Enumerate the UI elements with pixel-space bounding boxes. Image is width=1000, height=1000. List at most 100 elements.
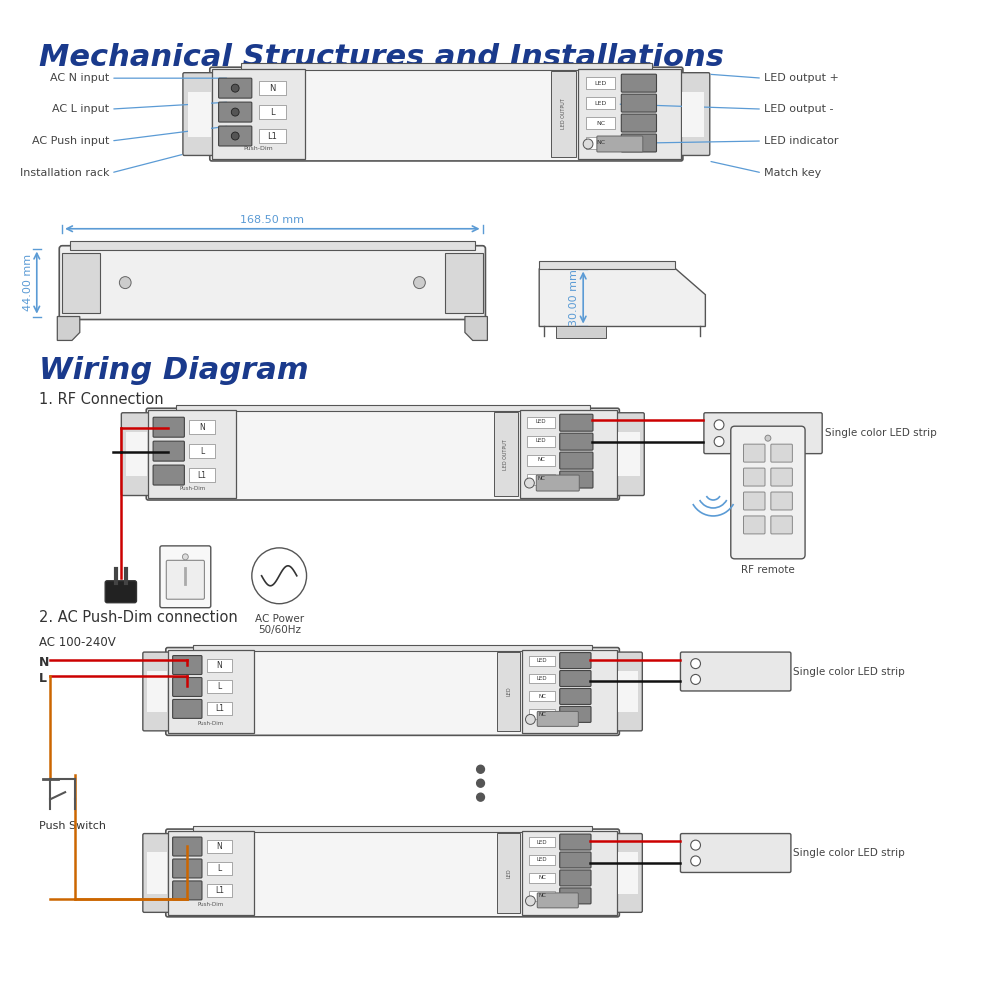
Bar	[207, 884, 232, 897]
FancyBboxPatch shape	[616, 834, 642, 912]
Bar	[586, 137, 615, 149]
Circle shape	[231, 132, 239, 140]
Bar	[529, 656, 555, 666]
Text: -: -	[729, 437, 733, 447]
Text: L: L	[217, 682, 222, 691]
Bar	[578, 69, 681, 159]
Bar	[189, 468, 215, 482]
FancyBboxPatch shape	[153, 465, 184, 485]
FancyBboxPatch shape	[560, 888, 591, 904]
FancyBboxPatch shape	[560, 706, 591, 722]
Polygon shape	[539, 269, 705, 326]
FancyBboxPatch shape	[771, 444, 792, 462]
Text: N: N	[217, 842, 222, 851]
Text: NC: NC	[537, 476, 545, 481]
Text: AC Push input: AC Push input	[32, 136, 109, 146]
Bar	[682, 92, 704, 137]
Bar	[189, 420, 215, 434]
Bar	[586, 77, 615, 89]
FancyBboxPatch shape	[560, 688, 591, 704]
FancyBboxPatch shape	[621, 94, 656, 112]
Circle shape	[583, 139, 593, 149]
Circle shape	[477, 765, 484, 773]
Text: L: L	[39, 672, 47, 685]
Bar	[494, 412, 518, 496]
Text: Single color LED strip: Single color LED strip	[793, 667, 905, 677]
Text: NC: NC	[537, 457, 545, 462]
Text: Installation rack: Installation rack	[20, 168, 109, 178]
Text: LED: LED	[506, 868, 511, 878]
Circle shape	[526, 896, 535, 906]
Bar	[586, 117, 615, 129]
Bar	[529, 837, 555, 847]
FancyBboxPatch shape	[560, 414, 593, 431]
Circle shape	[691, 840, 700, 850]
Bar	[522, 650, 617, 733]
Bar	[147, 852, 167, 894]
Bar	[527, 417, 555, 428]
Text: N: N	[269, 84, 276, 93]
Bar	[207, 659, 232, 672]
Text: NC: NC	[538, 694, 546, 699]
FancyBboxPatch shape	[105, 581, 136, 603]
Bar	[207, 862, 232, 875]
Bar	[522, 831, 617, 915]
Bar	[527, 436, 555, 447]
Text: Wiring Diagram: Wiring Diagram	[39, 356, 308, 385]
Bar	[497, 833, 520, 913]
Text: NC: NC	[538, 875, 546, 880]
Text: LED: LED	[537, 676, 547, 681]
Text: NC: NC	[538, 893, 546, 898]
Text: RF remote: RF remote	[741, 565, 795, 575]
FancyBboxPatch shape	[560, 834, 591, 850]
FancyBboxPatch shape	[183, 73, 213, 155]
FancyBboxPatch shape	[560, 671, 591, 686]
FancyBboxPatch shape	[560, 433, 593, 450]
Text: AC 100-240V: AC 100-240V	[39, 636, 115, 649]
Text: LED: LED	[595, 81, 607, 86]
Bar	[207, 840, 232, 853]
FancyBboxPatch shape	[143, 652, 169, 731]
FancyBboxPatch shape	[173, 837, 202, 856]
Bar	[259, 129, 286, 143]
FancyBboxPatch shape	[536, 475, 579, 491]
Circle shape	[714, 420, 724, 430]
Bar	[529, 709, 555, 719]
Bar	[618, 432, 640, 476]
Bar	[529, 891, 555, 901]
Text: AC L input: AC L input	[52, 104, 109, 114]
FancyBboxPatch shape	[537, 711, 578, 726]
FancyBboxPatch shape	[771, 468, 792, 486]
Text: +: +	[729, 419, 738, 429]
Circle shape	[765, 435, 771, 441]
Bar	[212, 69, 305, 159]
Bar	[188, 92, 211, 137]
Bar	[70, 241, 475, 250]
FancyBboxPatch shape	[771, 492, 792, 510]
FancyBboxPatch shape	[219, 102, 252, 122]
Text: N: N	[199, 423, 205, 432]
Text: L: L	[217, 864, 222, 873]
Text: LED indicator: LED indicator	[764, 136, 839, 146]
FancyBboxPatch shape	[173, 881, 202, 900]
FancyBboxPatch shape	[219, 126, 252, 146]
FancyBboxPatch shape	[743, 444, 765, 462]
Bar	[176, 405, 590, 411]
Text: LED output -: LED output -	[764, 104, 834, 114]
Polygon shape	[57, 317, 80, 340]
FancyBboxPatch shape	[743, 468, 765, 486]
Circle shape	[477, 779, 484, 787]
Bar	[529, 691, 555, 701]
FancyBboxPatch shape	[166, 648, 619, 735]
Text: NC: NC	[596, 121, 605, 126]
FancyBboxPatch shape	[743, 492, 765, 510]
Text: L: L	[270, 108, 275, 117]
Bar	[62, 253, 100, 313]
Text: Push-Dim: Push-Dim	[198, 902, 224, 907]
Text: 2. AC Push-Dim connection: 2. AC Push-Dim connection	[39, 610, 237, 625]
Bar	[618, 671, 638, 712]
Bar	[259, 105, 286, 119]
Text: -: -	[703, 856, 707, 866]
Bar	[527, 474, 555, 485]
Bar	[539, 261, 675, 269]
